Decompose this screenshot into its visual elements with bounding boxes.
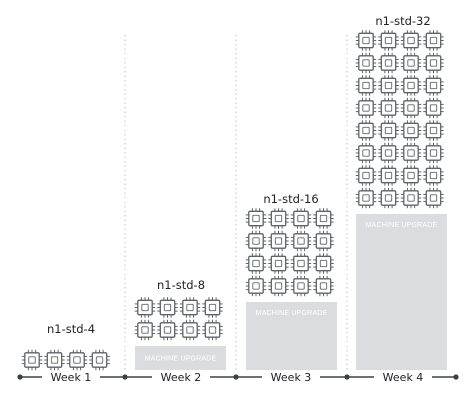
machine-upgrade-label: MACHINE UPGRADE xyxy=(256,310,328,317)
timeline-axis xyxy=(17,374,459,380)
machine-type-label: n1-std-16 xyxy=(263,192,318,206)
cpu-chip-icon xyxy=(423,142,444,164)
cpu-chip-icon xyxy=(423,52,444,74)
cpu-chip-icon xyxy=(423,187,444,209)
cpu-chip-icon xyxy=(355,75,377,96)
axis-tick-dot xyxy=(233,374,239,380)
machine-type-label: n1-std-4 xyxy=(47,322,95,336)
machine-upgrade-label: MACHINE UPGRADE xyxy=(145,356,217,363)
cpu-chip-icon xyxy=(89,349,110,371)
cpu-chip-icon xyxy=(423,75,444,96)
axis-tick-dot xyxy=(17,374,23,380)
machine-upgrade-box: MACHINE UPGRADE xyxy=(246,302,337,370)
cpu-chip-icon xyxy=(355,120,377,141)
machine-upgrade-box: MACHINE UPGRADE xyxy=(135,346,226,370)
cpu-chip-icon xyxy=(355,30,377,51)
cpu-chip-icon xyxy=(400,97,422,119)
cpu-chip-icon xyxy=(313,208,334,229)
cpu-chip-icon xyxy=(268,253,289,274)
cpu-chip-icon xyxy=(245,275,267,297)
cpu-grid-week-1 xyxy=(21,349,110,371)
cpu-chip-icon xyxy=(400,75,422,96)
cpu-chip-icon xyxy=(290,230,312,252)
cpu-chip-icon xyxy=(157,319,178,341)
cpu-chip-icon xyxy=(378,75,399,96)
cpu-chip-icon xyxy=(134,319,156,341)
cpu-grid-week-2 xyxy=(134,297,223,341)
cpu-chip-icon xyxy=(378,187,399,209)
week-label: Week 2 xyxy=(161,371,202,384)
cpu-chip-icon xyxy=(355,165,377,186)
cpu-chip-icon xyxy=(179,297,201,318)
cpu-chip-icon xyxy=(400,165,422,186)
cpu-chip-icon xyxy=(202,297,223,318)
week-label: Week 3 xyxy=(271,371,312,384)
cpu-chip-icon xyxy=(423,97,444,119)
cpu-chip-icon xyxy=(423,30,444,51)
cpu-chip-icon xyxy=(290,208,312,229)
cpu-chip-icon xyxy=(378,97,399,119)
cpu-chip-icon xyxy=(400,30,422,51)
cpu-chip-icon xyxy=(400,142,422,164)
cpu-chip-icon xyxy=(290,253,312,274)
machine-upgrade-label: MACHINE UPGRADE xyxy=(366,222,438,229)
cpu-chip-icon xyxy=(66,349,88,371)
cpu-chip-icon xyxy=(268,208,289,229)
week-label: Week 1 xyxy=(51,371,92,384)
cpu-chip-icon xyxy=(245,253,267,274)
cpu-chip-icon xyxy=(378,52,399,74)
cpu-chip-icon xyxy=(423,120,444,141)
axis-tick-dot xyxy=(453,374,459,380)
cpu-chip-icon xyxy=(245,230,267,252)
cpu-chip-icon xyxy=(378,30,399,51)
cpu-chip-icon xyxy=(313,275,334,297)
cpu-chip-icon xyxy=(202,319,223,341)
cpu-chip-icon xyxy=(378,165,399,186)
axis-tick-dot xyxy=(344,374,350,380)
cpu-chip-icon xyxy=(400,52,422,74)
cpu-chip-icon xyxy=(290,275,312,297)
axis-tick-dot xyxy=(122,374,128,380)
cpu-chip-icon xyxy=(268,275,289,297)
cpu-chip-icon xyxy=(179,319,201,341)
cpu-chip-icon xyxy=(245,208,267,229)
cpu-chip-icon xyxy=(157,297,178,318)
cpu-chip-icon xyxy=(355,142,377,164)
cpu-chip-icon xyxy=(423,165,444,186)
cpu-chip-icon xyxy=(400,187,422,209)
cpu-chip-icon xyxy=(355,97,377,119)
cpu-chip-icon xyxy=(400,120,422,141)
cpu-grid-week-4 xyxy=(355,30,444,209)
cpu-chip-icon xyxy=(268,230,289,252)
machine-upgrade-box: MACHINE UPGRADE xyxy=(356,214,447,370)
cpu-chip-icon xyxy=(378,120,399,141)
cpu-chip-icon xyxy=(355,52,377,74)
cpu-grid-week-3 xyxy=(245,208,334,297)
cpu-chip-icon xyxy=(378,142,399,164)
cpu-chip-icon xyxy=(355,187,377,209)
cpu-chip-icon xyxy=(44,349,65,371)
cpu-chip-icon xyxy=(313,253,334,274)
cpu-chip-icon xyxy=(313,230,334,252)
cpu-chip-icon xyxy=(134,297,156,318)
week-label: Week 4 xyxy=(383,371,424,384)
machine-type-label: n1-std-8 xyxy=(157,278,205,292)
machine-type-label: n1-std-32 xyxy=(375,14,430,28)
cpu-chip-icon xyxy=(21,349,43,371)
